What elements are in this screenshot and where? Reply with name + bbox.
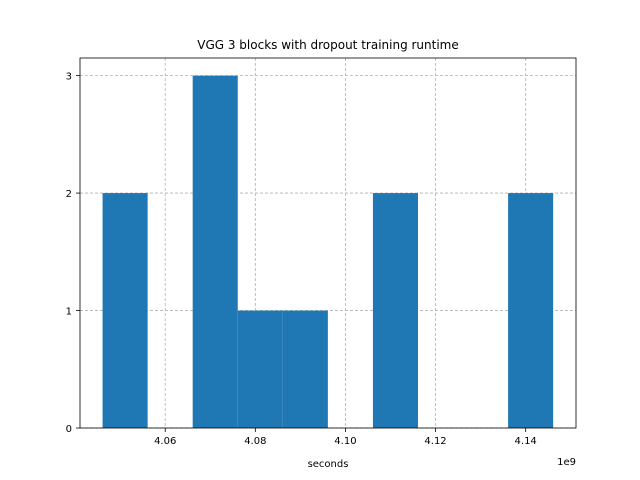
x-axis-offset-label: 1e9 (557, 457, 576, 468)
bars (102, 75, 554, 428)
x-tick-label: 4.12 (424, 436, 446, 447)
y-tick-label: 1 (66, 307, 72, 318)
histogram-bar (237, 310, 283, 428)
histogram-bar (282, 310, 328, 428)
y-tick-label: 2 (66, 189, 72, 200)
histogram-bar (102, 193, 148, 428)
x-tick-label: 4.06 (154, 436, 176, 447)
x-axis-ticks: 4.06 4.08 4.10 4.12 4.14 (154, 428, 537, 447)
histogram-bar (372, 193, 418, 428)
y-tick-label: 3 (66, 72, 72, 83)
x-tick-label: 4.10 (334, 436, 356, 447)
chart-title: VGG 3 blocks with dropout training runti… (197, 38, 459, 52)
histogram-bar (508, 193, 554, 428)
x-tick-label: 4.14 (515, 436, 537, 447)
histogram-bar (192, 75, 238, 428)
x-tick-label: 4.08 (244, 436, 266, 447)
axes-frame (79, 57, 577, 429)
y-tick-label: 0 (66, 424, 72, 435)
x-axis-label: seconds (308, 459, 349, 470)
y-axis-ticks: 0 1 2 3 (66, 72, 80, 435)
